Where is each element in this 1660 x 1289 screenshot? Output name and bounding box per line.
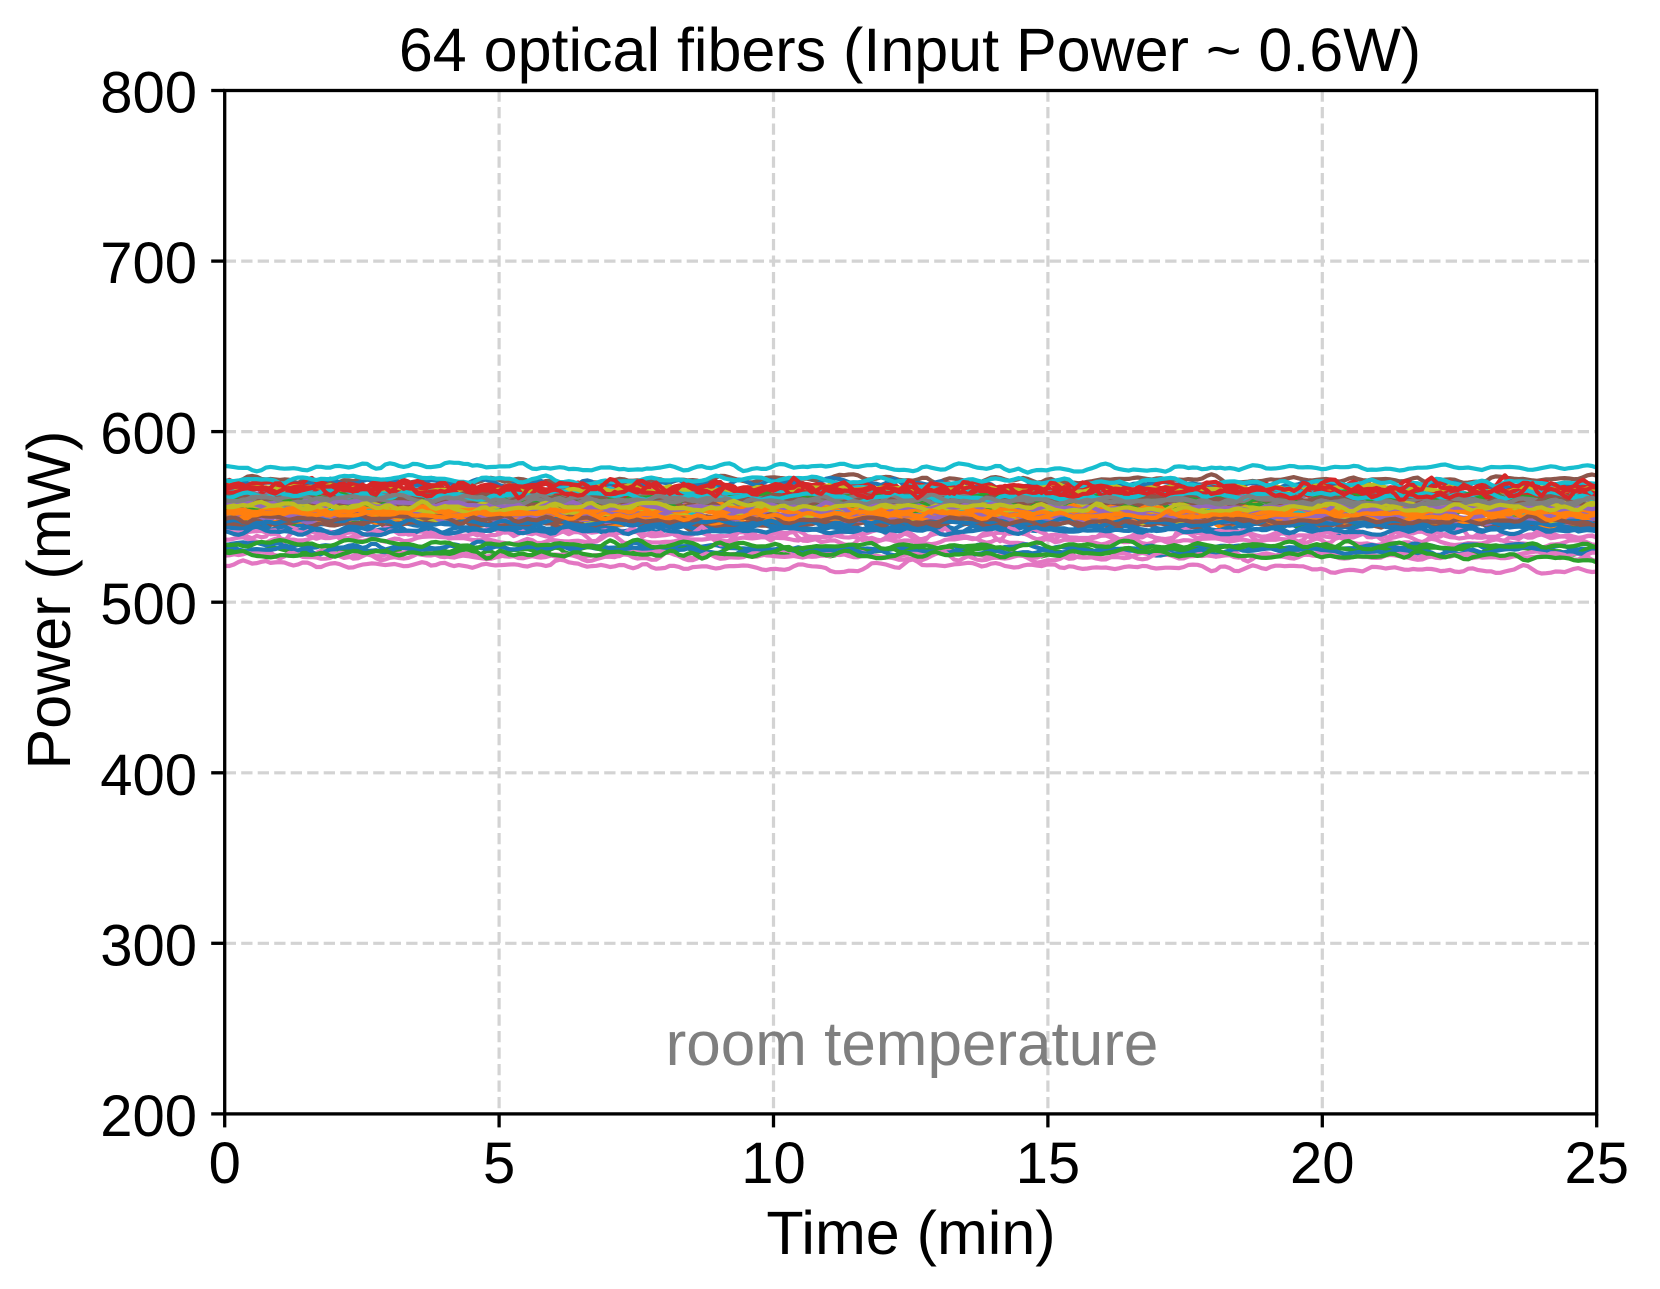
svg-text:25: 25 <box>1564 1131 1629 1196</box>
svg-text:300: 300 <box>100 913 197 978</box>
svg-text:400: 400 <box>100 743 197 808</box>
svg-text:Power (mW): Power (mW) <box>15 431 83 770</box>
svg-text:700: 700 <box>100 231 197 296</box>
svg-text:20: 20 <box>1290 1131 1355 1196</box>
svg-text:room temperature: room temperature <box>666 1010 1159 1079</box>
svg-text:500: 500 <box>100 572 197 637</box>
svg-text:0: 0 <box>209 1131 241 1196</box>
svg-text:600: 600 <box>100 402 197 467</box>
svg-text:15: 15 <box>1016 1131 1081 1196</box>
svg-text:5: 5 <box>483 1131 515 1196</box>
svg-text:Time (min): Time (min) <box>766 1199 1055 1267</box>
svg-text:10: 10 <box>741 1131 806 1196</box>
svg-text:64 optical fibers (Input Power: 64 optical fibers (Input Power ~ 0.6W) <box>399 16 1421 84</box>
svg-text:200: 200 <box>100 1084 197 1149</box>
svg-text:800: 800 <box>100 61 197 126</box>
